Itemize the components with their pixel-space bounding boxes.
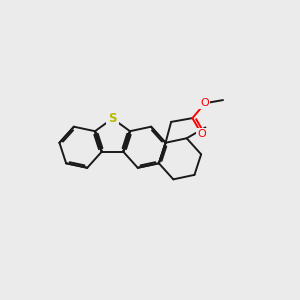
Text: O: O	[197, 129, 206, 139]
Text: O: O	[200, 98, 209, 108]
Text: S: S	[108, 112, 117, 125]
